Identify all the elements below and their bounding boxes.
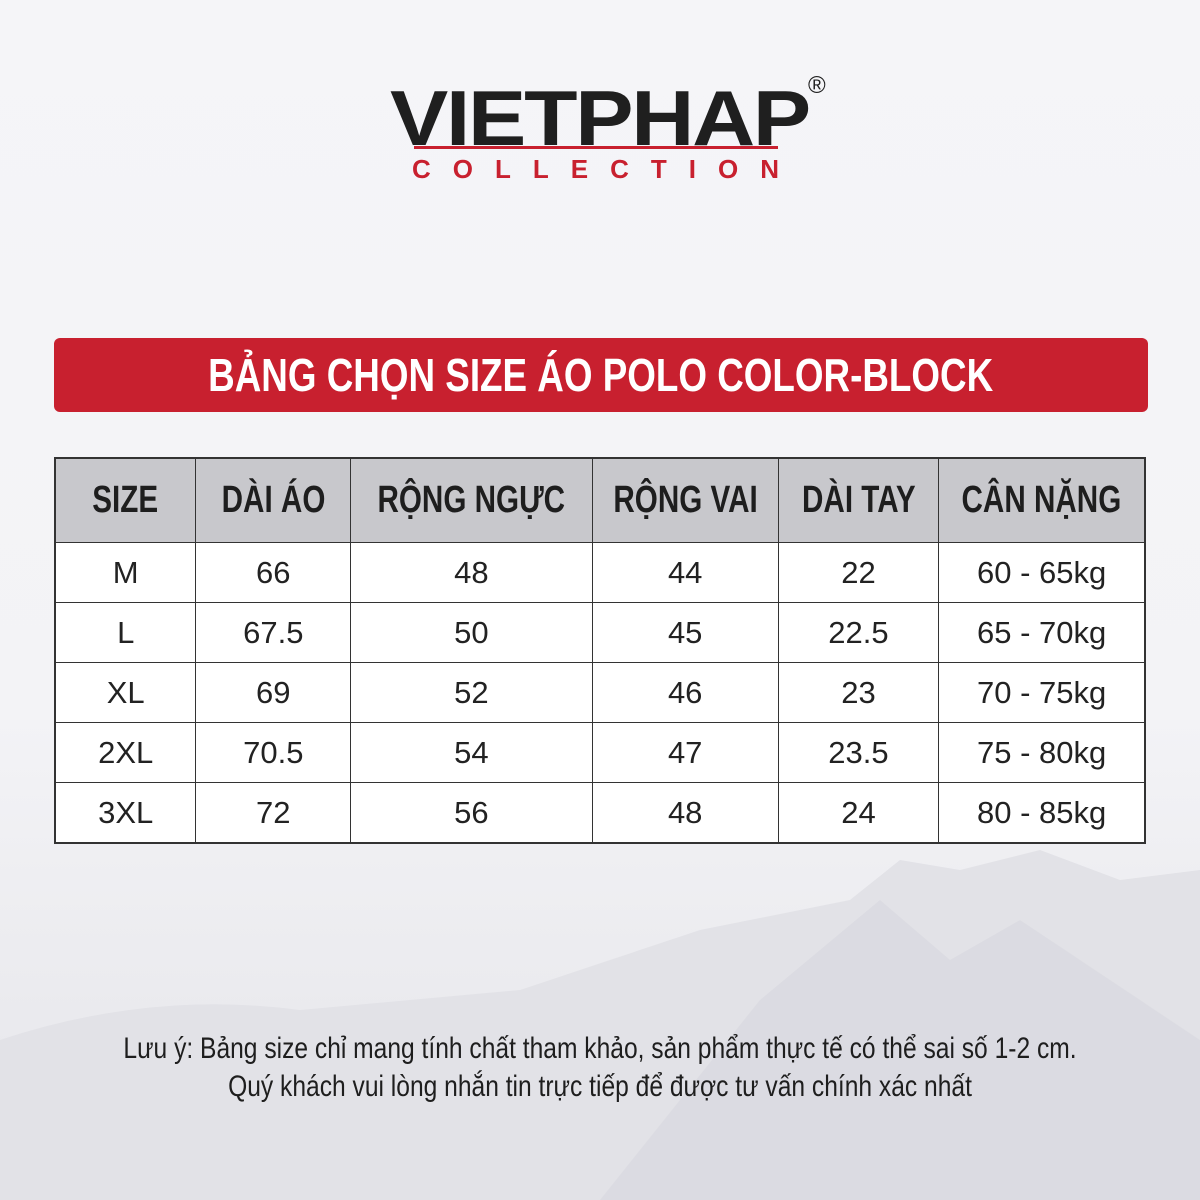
table-cell: 70 - 75kg [938, 662, 1146, 723]
table-row: L 67.5 50 45 22.5 65 - 70kg [54, 602, 1146, 663]
table-cell: 22 [777, 542, 940, 603]
table-row: M 66 48 44 22 60 - 65kg [54, 542, 1146, 603]
table-cell: 47 [591, 722, 779, 783]
table-cell: 2XL [54, 722, 197, 783]
column-header: DÀI ÁO [195, 457, 352, 543]
column-header: DÀI TAY [777, 457, 940, 543]
table-row: XL 69 52 46 23 70 - 75kg [54, 662, 1146, 723]
size-table: SIZE DÀI ÁO RỘNG NGỰC RỘNG VAI DÀI TAY CÂN NẶ… [54, 457, 1146, 844]
table-cell: 56 [350, 782, 593, 844]
table-cell: 66 [195, 542, 352, 603]
table-cell: XL [54, 662, 197, 723]
table-cell: 22.5 [777, 602, 940, 663]
table-cell: 48 [350, 542, 593, 603]
logo-divider [414, 146, 778, 149]
table-cell: 75 - 80kg [938, 722, 1146, 783]
table-cell: 69 [195, 662, 352, 723]
table-cell: 52 [350, 662, 593, 723]
table-row: 3XL 72 56 48 24 80 - 85kg [54, 782, 1146, 844]
title-banner: BẢNG CHỌN SIZE ÁO POLO COLOR-BLOCK [54, 338, 1148, 412]
logo-subtitle: COLLECTION [412, 154, 801, 184]
table-cell: 44 [591, 542, 779, 603]
table-cell: 45 [591, 602, 779, 663]
note-line-2: Quý khách vui lòng nhắn tin trực tiếp để… [228, 1070, 972, 1103]
table-header-row: SIZE DÀI ÁO RỘNG NGỰC RỘNG VAI DÀI TAY CÂN NẶ… [54, 457, 1146, 543]
disclaimer-note: Lưu ý: Bảng size chỉ mang tính chất tham… [0, 1030, 1200, 1106]
table-cell: 50 [350, 602, 593, 663]
table-cell: 23.5 [777, 722, 940, 783]
brand-logo: VIETPHAP ® COLLECTION [390, 72, 830, 188]
table-cell: L [54, 602, 197, 663]
table-cell: 48 [591, 782, 779, 844]
table-cell: 67.5 [195, 602, 352, 663]
table-cell: 46 [591, 662, 779, 723]
registered-mark: ® [808, 72, 826, 99]
table-cell: 72 [195, 782, 352, 844]
column-header: SIZE [54, 457, 197, 543]
note-line-1: Lưu ý: Bảng size chỉ mang tính chất tham… [123, 1032, 1077, 1065]
column-header: CÂN NẶNG [938, 457, 1146, 543]
table-cell: 23 [777, 662, 940, 723]
column-header-label: CÂN NẶNG [961, 479, 1122, 521]
table-cell: 80 - 85kg [938, 782, 1146, 844]
table-cell: 3XL [54, 782, 197, 844]
table-row: 2XL 70.5 54 47 23.5 75 - 80kg [54, 722, 1146, 783]
mountain-background [0, 850, 1200, 1200]
column-header-label: RỘNG NGỰC [377, 479, 566, 521]
page-title: BẢNG CHỌN SIZE ÁO POLO COLOR-BLOCK [208, 349, 994, 401]
table-cell: 65 - 70kg [938, 602, 1146, 663]
column-header-label: SIZE [92, 479, 159, 521]
column-header: RỘNG NGỰC [350, 457, 593, 543]
column-header-label: RỘNG VAI [613, 479, 758, 521]
table-cell: 60 - 65kg [938, 542, 1146, 603]
column-header-label: DÀI ÁO [221, 479, 326, 521]
column-header: RỘNG VAI [591, 457, 779, 543]
column-header-label: DÀI TAY [801, 479, 916, 521]
logo-wordmark: VIETPHAP [390, 74, 811, 162]
table-cell: 70.5 [195, 722, 352, 783]
table-cell: M [54, 542, 197, 603]
table-cell: 54 [350, 722, 593, 783]
table-cell: 24 [777, 782, 940, 844]
